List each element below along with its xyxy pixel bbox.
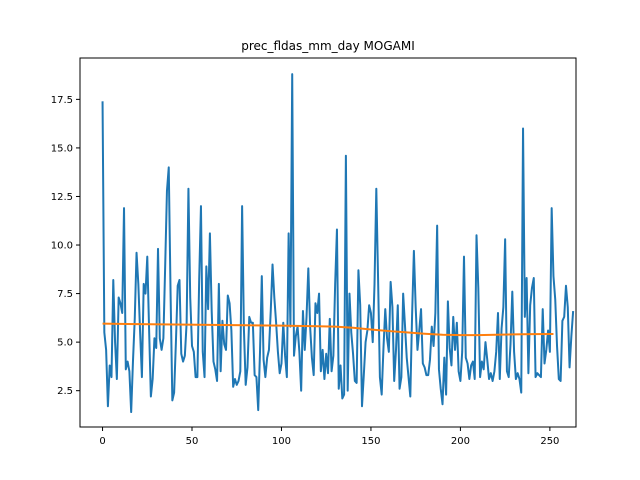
y-tick-label: 5.0: [57, 338, 73, 349]
x-tick-label: 250: [540, 436, 559, 447]
x-tick-label: 50: [186, 436, 199, 447]
y-tick-label: 10.0: [51, 241, 73, 252]
y-tick-label: 15.0: [51, 143, 73, 154]
series-line-1: [102, 322, 554, 337]
x-tick-label: 150: [361, 436, 380, 447]
plot-frame: [79, 57, 577, 428]
y-tick-label: 2.5: [57, 386, 73, 397]
plot-area: [101, 73, 575, 414]
y-tick-label: 17.5: [51, 95, 73, 106]
y-tick-label: 12.5: [51, 192, 73, 203]
series-line-0: [101, 73, 575, 414]
x-tick-label: 200: [451, 436, 470, 447]
x-tick-label: 0: [99, 436, 105, 447]
chart-title: prec_fldas_mm_day MOGAMI: [241, 39, 415, 53]
x-tick-label: 100: [272, 436, 291, 447]
y-tick-label: 7.5: [57, 289, 73, 300]
axes: 0 50 100 150 200 250 2.5 5.0 7.5 10.0 12.5 15.0 17.5: [51, 57, 577, 447]
